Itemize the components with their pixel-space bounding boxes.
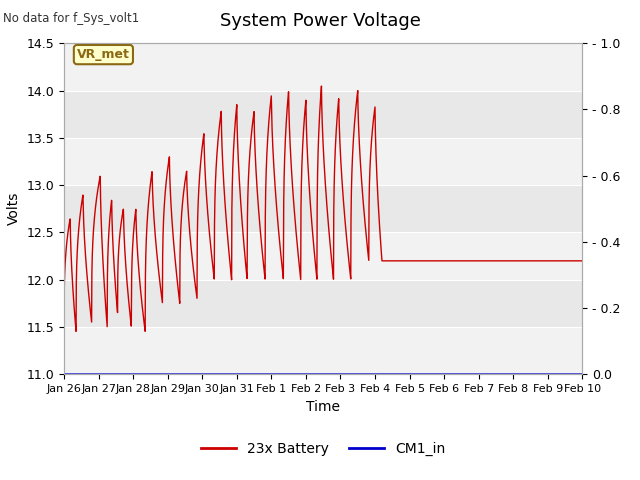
- Text: System Power Voltage: System Power Voltage: [220, 12, 420, 30]
- Legend: 23x Battery, CM1_in: 23x Battery, CM1_in: [195, 437, 451, 462]
- Text: No data for f_Sys_volt1: No data for f_Sys_volt1: [3, 12, 140, 25]
- Bar: [64, 138, 582, 185]
- Bar: [64, 232, 582, 280]
- Y-axis label: Volts: Volts: [7, 192, 21, 226]
- X-axis label: Time: Time: [306, 400, 340, 414]
- Bar: [64, 327, 582, 374]
- Text: VR_met: VR_met: [77, 48, 130, 61]
- Bar: [64, 43, 582, 91]
